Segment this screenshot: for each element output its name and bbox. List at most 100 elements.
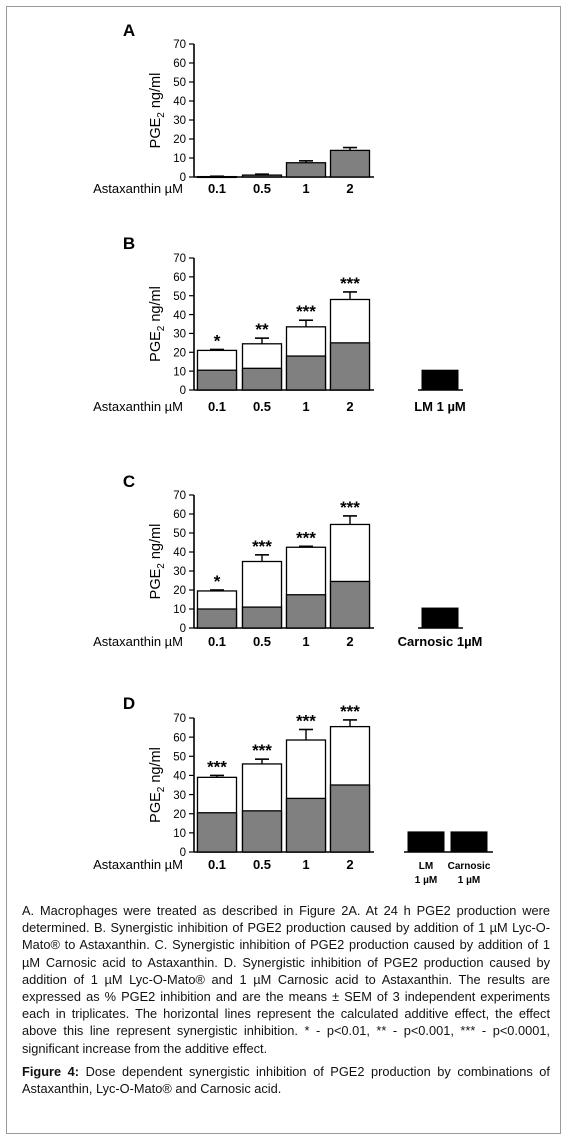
panel-c-ytick-label: 10 — [173, 604, 186, 616]
panel-d-ytick-label: 0 — [180, 847, 186, 859]
panel-a-ytick-label: 20 — [173, 134, 186, 146]
panel-b-ytick-label: 20 — [173, 347, 186, 359]
panel-c-ylabel-rest: ng/ml — [148, 524, 164, 564]
panel-d-extra-label-line2-0: 1 µM — [415, 875, 437, 886]
panel-b-ylabel: PGE2 ng/ml — [148, 286, 167, 362]
panel-b-xtick-label-2: 1 — [302, 399, 309, 414]
panel-c-xlabel: Astaxanthin µM — [93, 634, 183, 649]
panel-a-ytick-label: 30 — [173, 115, 186, 127]
panel-a-letter: A — [123, 21, 135, 40]
panel-d-xtick-label-2: 1 — [302, 857, 309, 872]
panel-b-ytick-label: 30 — [173, 329, 186, 341]
panel-b-xtick-label-1: 0.5 — [253, 399, 271, 414]
panel-b-ylabel-sub: 2 — [156, 325, 167, 331]
panel-d-control-bar-1 — [450, 831, 488, 853]
panel-d-bar-additive-0 — [196, 812, 238, 853]
caption-figure-label: Figure 4: — [22, 1063, 80, 1079]
panel-a-ytick-label: 10 — [173, 153, 186, 165]
panel-d-significance-0: *** — [207, 757, 227, 776]
panel-a-bar-additive-3 — [329, 149, 371, 178]
panel-d-ytick-label: 60 — [173, 732, 186, 744]
panel-d-ytick-label: 20 — [173, 809, 186, 821]
panel-a-bar-additive-2 — [285, 162, 327, 178]
panel-c-significance-0: * — [214, 572, 221, 591]
panel-b-ylabel-rest: ng/ml — [148, 286, 164, 326]
panel-d-extra-label-line1-0: LM — [419, 861, 433, 872]
panel-c-xtick-label-2: 1 — [302, 634, 309, 649]
panel-b-letter: B — [123, 234, 135, 253]
panel-b-xlabel: Astaxanthin µM — [93, 399, 183, 414]
panel-c-ytick-label: 60 — [173, 509, 186, 521]
panel-a-ylabel-rest: ng/ml — [148, 73, 164, 113]
panel-a-ytick-label: 40 — [173, 96, 186, 108]
panel-b-bar-additive-3 — [329, 342, 371, 391]
panel-d-significance-2: *** — [296, 711, 316, 730]
panel-c-bar-additive-2 — [285, 594, 327, 629]
panel-a-ylabel: PGE2 ng/ml — [148, 73, 167, 149]
panel-b-xtick-label-3: 2 — [346, 399, 353, 414]
caption-figure-title: Figure 4: Dose dependent synergistic inh… — [22, 1063, 550, 1097]
panel-c-xtick-label-0: 0.1 — [208, 634, 226, 649]
panel-d-ylabel-rest: ng/ml — [148, 747, 164, 787]
panel-a-xtick-label-1: 0.5 — [253, 181, 271, 196]
caption-figure-text: Dose dependent synergistic inhibition of… — [22, 1063, 550, 1097]
panel-b-control-bar-0 — [421, 369, 459, 391]
panel-c-ylabel-main: PGE — [148, 568, 164, 599]
panel-a-ytick-label: 60 — [173, 58, 186, 70]
panel-a-ylabel-sub: 2 — [156, 112, 167, 118]
panel-c-ytick-label: 40 — [173, 547, 186, 559]
panel-c-bar-additive-0 — [196, 608, 238, 629]
panel-c-ylabel-sub: 2 — [156, 563, 167, 569]
panel-c-letter: C — [123, 472, 135, 491]
panel-a-xtick-label-3: 2 — [346, 181, 353, 196]
panel-b-significance-1: ** — [255, 320, 269, 339]
panel-b-significance-2: *** — [296, 302, 316, 321]
panel-a-ylabel-main: PGE — [148, 117, 164, 148]
panel-c-significance-3: *** — [340, 498, 360, 517]
panel-b-significance-0: * — [214, 331, 221, 350]
panel-d-extra-label-line2-1: 1 µM — [458, 875, 480, 886]
panel-d-significance-1: *** — [252, 741, 272, 760]
panel-a-xlabel: Astaxanthin µM — [93, 181, 183, 196]
panel-b-ytick-label: 40 — [173, 310, 186, 322]
panel-b-xtick-label-0: 0.1 — [208, 399, 226, 414]
panel-a-xtick-label-2: 1 — [302, 181, 309, 196]
panel-c-ytick-label: 0 — [180, 623, 186, 635]
panel-b-ytick-label: 0 — [180, 385, 186, 397]
panel-a-bar-additive-1 — [241, 174, 283, 178]
panel-c-control-bar-0 — [421, 607, 459, 629]
panel-c-ylabel: PGE2 ng/ml — [148, 524, 167, 600]
panel-d-bar-additive-3 — [329, 784, 371, 853]
figure-frame — [6, 6, 561, 1134]
panel-d-ylabel-main: PGE — [148, 792, 164, 823]
panel-b-ylabel-main: PGE — [148, 331, 164, 362]
panel-b-ytick-label: 10 — [173, 366, 186, 378]
panel-a-ytick-label: 70 — [173, 39, 186, 51]
panel-c-bar-additive-3 — [329, 580, 371, 629]
panel-a-ytick-label: 0 — [180, 172, 186, 184]
panel-d-ylabel: PGE2 ng/ml — [148, 747, 167, 823]
panel-d-ytick-label: 70 — [173, 713, 186, 725]
panel-c-ytick-label: 50 — [173, 528, 186, 540]
panel-b-bar-additive-1 — [241, 367, 283, 391]
panel-d-ytick-label: 10 — [173, 828, 186, 840]
panel-d-letter: D — [123, 694, 135, 713]
caption-body: A. Macrophages were treated as described… — [22, 903, 550, 1056]
panel-c-ytick-label: 30 — [173, 566, 186, 578]
panel-b-bar-additive-2 — [285, 355, 327, 391]
panel-d-control-bar-0 — [407, 831, 445, 853]
panel-c-significance-1: *** — [252, 537, 272, 556]
panel-b-ytick-label: 50 — [173, 291, 186, 303]
panel-d-ytick-label: 40 — [173, 771, 186, 783]
panel-b-ytick-label: 70 — [173, 253, 186, 265]
panel-a-xtick-label-0: 0.1 — [208, 181, 226, 196]
panel-d-ytick-label: 30 — [173, 790, 186, 802]
panel-d-bar-additive-2 — [285, 797, 327, 853]
panel-c-ytick-label: 20 — [173, 585, 186, 597]
panel-a-ytick-label: 50 — [173, 77, 186, 89]
panel-b-extra-label-0: LM 1 µM — [414, 399, 466, 414]
figure-caption: A. Macrophages were treated as described… — [22, 902, 550, 1097]
panel-d-xtick-label-3: 2 — [346, 857, 353, 872]
panel-d-significance-3: *** — [340, 702, 360, 721]
